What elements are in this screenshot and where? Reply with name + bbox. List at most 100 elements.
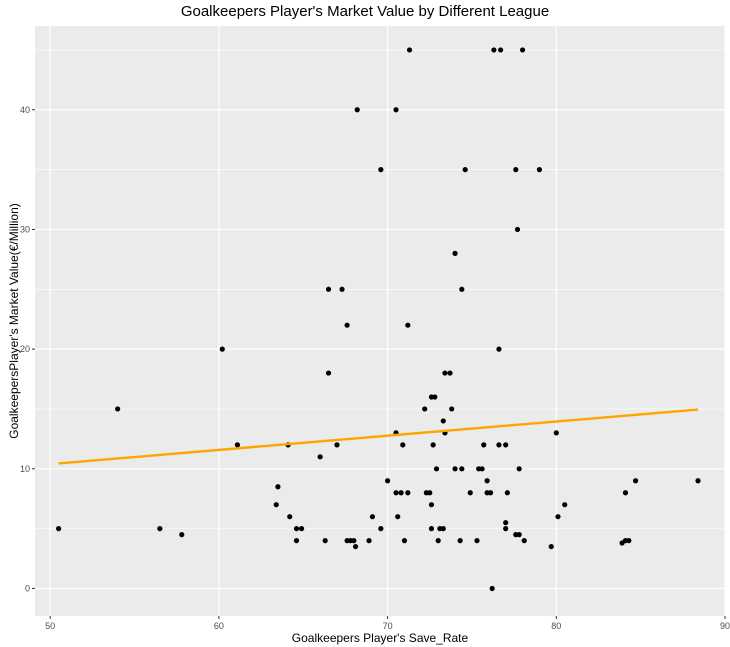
data-point (179, 532, 185, 538)
data-point (619, 540, 625, 546)
data-point (400, 442, 406, 448)
data-point (496, 346, 502, 352)
data-point (632, 478, 639, 484)
data-point (489, 585, 495, 592)
data-point (219, 346, 225, 352)
data-point (504, 490, 510, 496)
data-point (516, 466, 522, 472)
data-point (344, 322, 350, 328)
data-point (369, 514, 376, 520)
x-tick-label: 90 (720, 621, 730, 631)
data-point (459, 286, 465, 292)
data-point (275, 484, 281, 490)
x-tick-label: 80 (551, 621, 561, 631)
y-tick-label: 10 (20, 464, 30, 474)
data-point (393, 490, 399, 496)
data-point (548, 543, 554, 550)
data-point (378, 167, 384, 173)
chart-title: Goalkeepers Player's Market Value by Dif… (180, 3, 550, 20)
data-point (339, 286, 345, 292)
data-point (440, 526, 446, 532)
data-point (516, 532, 522, 538)
data-point (555, 514, 561, 520)
data-point (433, 466, 440, 472)
data-point (553, 430, 559, 436)
y-tick-label: 40 (20, 105, 30, 115)
data-point (562, 502, 568, 508)
data-point (521, 538, 527, 544)
data-point (514, 226, 521, 233)
data-point (496, 442, 502, 448)
data-point (234, 442, 241, 448)
y-tick-label: 30 (20, 224, 30, 234)
data-point (459, 466, 465, 472)
trend-line-layer (58, 408, 699, 465)
data-point (401, 538, 408, 544)
data-point (273, 502, 279, 508)
data-point (449, 406, 455, 412)
data-point (503, 442, 509, 448)
data-point (293, 538, 300, 544)
data-point (484, 478, 490, 484)
data-point (317, 454, 323, 460)
data-point (287, 514, 293, 520)
data-point (435, 538, 441, 544)
x-tick-label: 70 (383, 621, 393, 631)
data-point (491, 47, 497, 53)
data-point (481, 442, 487, 448)
data-point (157, 526, 163, 532)
data-point (479, 466, 485, 472)
data-point (428, 394, 435, 400)
data-point (462, 167, 468, 173)
data-point (457, 538, 463, 544)
y-tick-label: 20 (20, 344, 30, 354)
data-point (398, 490, 404, 496)
y-tick-label: 0 (25, 583, 30, 593)
data-point (536, 167, 543, 173)
data-point (447, 370, 453, 376)
data-point (366, 538, 372, 544)
data-points (56, 47, 701, 592)
data-point (115, 406, 121, 412)
data-point (452, 250, 458, 256)
data-point (322, 538, 328, 544)
data-point (440, 418, 446, 424)
data-point (626, 538, 632, 544)
data-point (428, 502, 435, 508)
tick-labels: 50 60 70 80 90 0 10 20 30 40 (20, 105, 730, 631)
data-point (474, 538, 480, 544)
data-point (513, 167, 519, 173)
data-point (467, 490, 473, 496)
x-axis-title: Goalkeepers Player's Save_Rate (292, 631, 469, 645)
data-point (452, 466, 458, 472)
data-point (354, 107, 360, 113)
trend-line (58, 408, 699, 465)
data-point (430, 442, 436, 448)
data-point (428, 526, 435, 532)
data-point (384, 478, 391, 484)
data-point (405, 490, 411, 496)
data-point (695, 478, 701, 484)
axis-ticks (32, 109, 726, 619)
data-point (334, 442, 340, 448)
x-tick-label: 60 (214, 621, 224, 631)
data-point (325, 286, 332, 292)
data-point (56, 526, 62, 532)
data-point (352, 543, 359, 550)
y-axis-title: GoalkeepersPlayer's Market Value(€/Milli… (7, 203, 21, 439)
data-point (395, 514, 401, 520)
data-point (498, 47, 504, 53)
data-point (622, 490, 629, 496)
data-point (442, 370, 448, 376)
data-point (378, 526, 384, 532)
data-point (393, 107, 399, 113)
data-point (427, 490, 433, 496)
data-point (293, 526, 300, 532)
data-point (519, 47, 526, 53)
data-point (405, 322, 411, 328)
plot-panel (35, 26, 725, 616)
data-point (422, 406, 428, 412)
data-point (503, 520, 509, 526)
data-point (503, 526, 509, 532)
